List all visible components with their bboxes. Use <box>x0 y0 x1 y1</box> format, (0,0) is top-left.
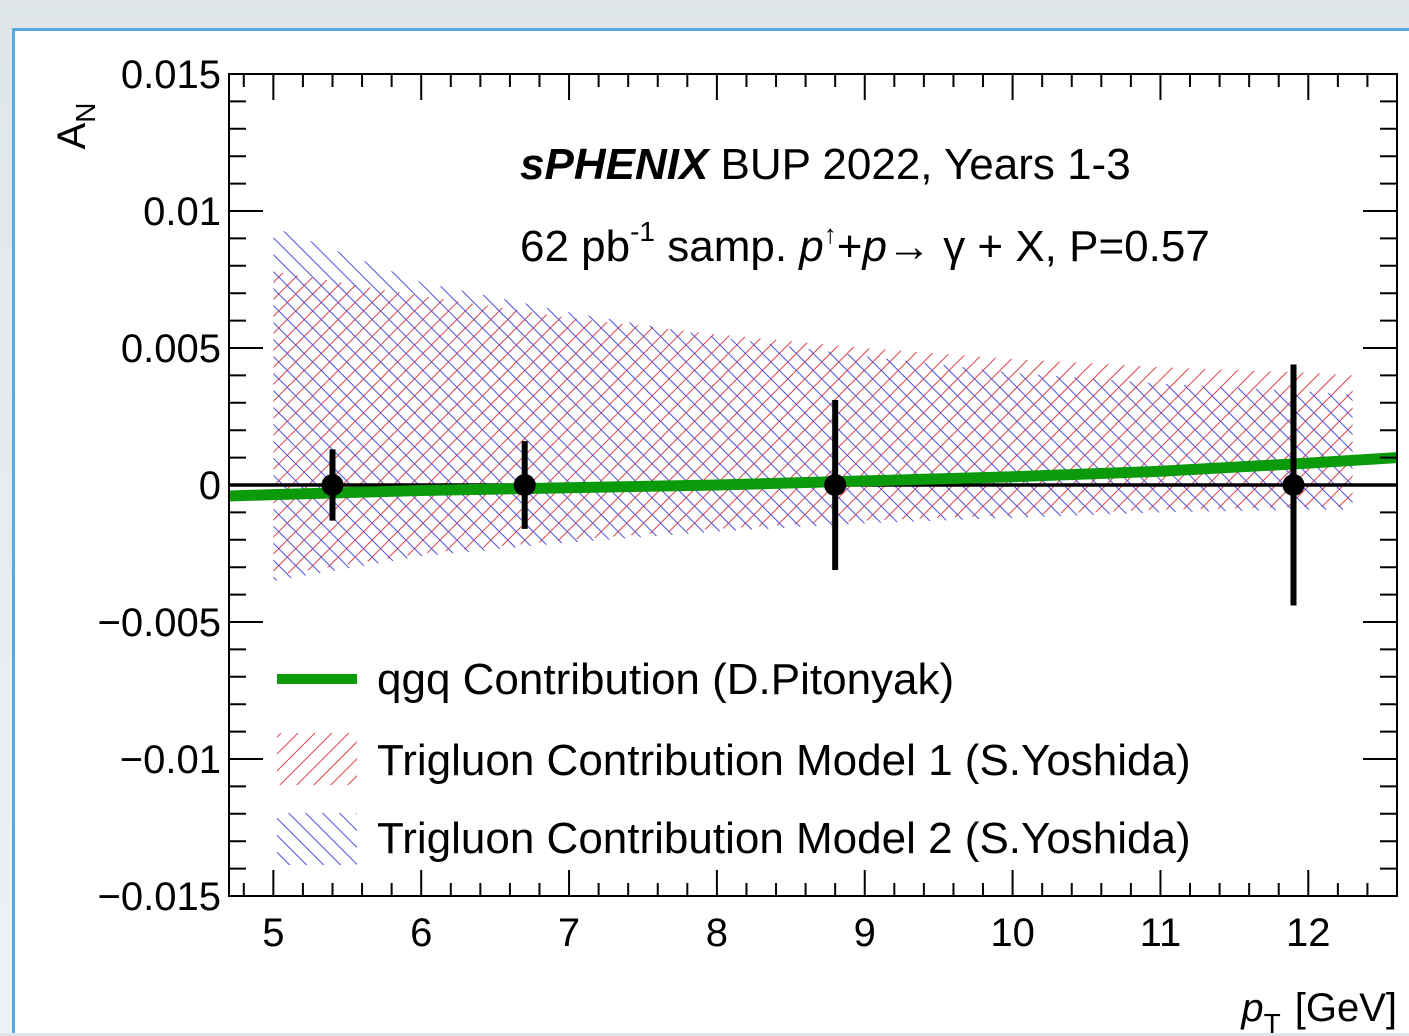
annotation-experiment: sPHENIX BUP 2022, Years 1-3 <box>520 140 1131 189</box>
annotation-reaction: 62 pb-1 samp. p↑+p→ γ + X, P=0.57 <box>520 216 1210 271</box>
y-tick-label-4: 0.005 <box>121 327 221 371</box>
x-tick-label-10: 10 <box>990 911 1035 955</box>
y-tick-label-0: −0.015 <box>98 875 221 919</box>
legend-label-qgq: qgq Contribution (D.Pitonyak) <box>377 655 954 704</box>
line-qgq-contribution <box>229 452 1397 502</box>
x-tick-label-5: 5 <box>262 911 284 955</box>
legend-label-model-1: Trigluon Contribution Model 1 (S.Yoshida… <box>377 736 1191 785</box>
legend-label-model-2: Trigluon Contribution Model 2 (S.Yoshida… <box>377 814 1191 863</box>
y-tick-label-3: 0 <box>199 464 221 508</box>
band-trigluon-model-2 <box>273 227 1353 581</box>
x-tick-label-6: 6 <box>410 911 432 955</box>
chart: 5 6 7 8 9 10 11 12 −0.015 −0.01 −0.005 0 0.005 0.01 0… <box>50 53 1398 1036</box>
x-tick-label-12: 12 <box>1286 911 1331 955</box>
figure-frame: 5 6 7 8 9 10 11 12 −0.015 −0.01 −0.005 0 0.005 0.01 0… <box>12 28 1409 1036</box>
data-point-3 <box>824 474 847 496</box>
data-point-4 <box>1282 474 1305 496</box>
x-tick-label-8: 8 <box>706 911 728 955</box>
data-point-2 <box>513 474 536 496</box>
legend-swatch-model-1 <box>277 733 357 785</box>
x-tick-label-9: 9 <box>854 911 876 955</box>
x-tick-label-7: 7 <box>558 911 580 955</box>
x-axis-title: pT [GeV] <box>1240 986 1397 1036</box>
legend: qgq Contribution (D.Pitonyak) Trigluon C… <box>277 655 1191 865</box>
data-point-1 <box>321 474 344 496</box>
legend-swatch-model-2 <box>277 813 357 865</box>
y-tick-label-6: 0.015 <box>121 53 221 97</box>
y-tick-label-2: −0.005 <box>98 601 221 645</box>
y-tick-label-1: −0.01 <box>120 738 221 782</box>
y-tick-label-5: 0.01 <box>143 190 221 234</box>
x-tick-label-11: 11 <box>1140 911 1182 955</box>
y-axis-title: AN <box>50 103 101 150</box>
